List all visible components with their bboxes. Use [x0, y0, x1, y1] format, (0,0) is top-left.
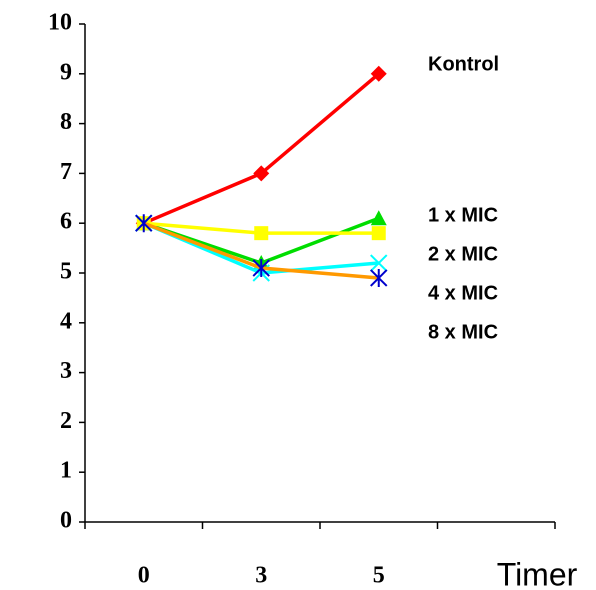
- marker: [370, 65, 387, 82]
- marker-shape: [253, 165, 270, 182]
- y-tick-label: 4: [60, 308, 72, 334]
- y-tick-label: 9: [60, 59, 72, 85]
- marker-shape: [370, 210, 387, 226]
- y-tick-label: 0: [60, 508, 72, 534]
- marker-shape: [254, 226, 269, 241]
- x-tick-label: 0: [138, 563, 150, 589]
- y-tick-label: 10: [48, 10, 72, 36]
- marker: [253, 165, 270, 182]
- marker: [371, 226, 386, 241]
- marker: [254, 226, 269, 241]
- legend-label: Kontrol: [428, 53, 499, 75]
- marker-shape: [135, 214, 153, 233]
- marker: [370, 210, 387, 226]
- marker: [135, 214, 153, 233]
- y-tick-label: 6: [60, 209, 72, 235]
- y-tick-label: 1: [60, 458, 72, 484]
- y-tick-label: 3: [60, 358, 72, 384]
- marker-shape: [370, 268, 388, 287]
- marker-shape: [252, 259, 270, 278]
- y-tick-label: 7: [60, 159, 72, 185]
- series-line: [143, 72, 380, 225]
- marker: [252, 259, 270, 278]
- marker: [370, 254, 388, 272]
- x-axis-label: Timer: [497, 556, 578, 590]
- y-tick-label: 2: [60, 408, 72, 434]
- legend-label: 2 x MIC: [428, 243, 498, 265]
- legend-label: 8 x MIC: [428, 321, 498, 343]
- marker: [370, 268, 388, 287]
- marker-shape: [370, 254, 388, 272]
- x-tick-label: 3: [255, 563, 267, 589]
- marker-shape: [371, 226, 386, 241]
- legend-label: 1 x MIC: [428, 204, 498, 226]
- marker-shape: [370, 65, 387, 82]
- y-tick-label: 5: [60, 259, 72, 285]
- legend-label: 4 x MIC: [428, 282, 498, 304]
- y-tick-label: 8: [60, 109, 72, 135]
- x-tick-label: 5: [373, 563, 385, 589]
